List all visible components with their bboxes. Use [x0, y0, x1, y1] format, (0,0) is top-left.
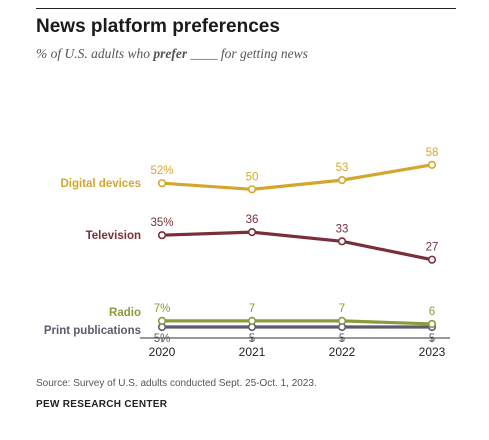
- source-note: Source: Survey of U.S. adults conducted …: [36, 378, 317, 389]
- data-point: [247, 316, 257, 325]
- data-label: 5: [339, 333, 345, 345]
- data-point: [247, 228, 257, 237]
- data-label: 33: [336, 223, 349, 235]
- x-tick-label: 2023: [419, 345, 446, 359]
- data-label: 6: [429, 306, 435, 318]
- series-name-label: Print publications: [44, 325, 141, 337]
- data-label: 7%: [154, 303, 171, 315]
- data-label: 36: [246, 214, 259, 226]
- data-label: 5: [249, 333, 255, 345]
- top-rule: [36, 8, 456, 9]
- data-label: 35%: [150, 217, 173, 229]
- series-name-label: Television: [86, 230, 141, 242]
- data-label: 7: [249, 303, 255, 315]
- data-point: [427, 319, 437, 329]
- data-label: 50: [246, 171, 259, 183]
- subtitle-post: ____ for getting news: [187, 46, 308, 61]
- x-tick-label: 2021: [239, 345, 266, 359]
- data-label: 7: [339, 303, 345, 315]
- data-label: 5%: [154, 333, 171, 345]
- data-point: [337, 176, 347, 185]
- series-line-television: [160, 230, 434, 262]
- data-point: [337, 316, 347, 325]
- org-credit: PEW RESEARCH CENTER: [36, 399, 168, 410]
- data-point: [337, 237, 347, 246]
- data-point: [157, 231, 167, 240]
- chart-title: News platform preferences: [36, 16, 280, 37]
- data-label: 27: [426, 242, 439, 254]
- data-label: 58: [426, 147, 439, 159]
- series-name-label: Digital devices: [60, 178, 141, 190]
- data-label: 53: [336, 162, 349, 174]
- series-name-label: Radio: [109, 307, 141, 319]
- data-label: 5: [429, 333, 435, 345]
- subtitle-bold: prefer: [153, 46, 188, 61]
- data-label: 52%: [150, 165, 173, 177]
- data-point: [427, 160, 437, 169]
- series-line-digital-devices: [160, 163, 434, 191]
- chart-subtitle: % of U.S. adults who prefer ____ for get…: [36, 46, 308, 62]
- data-point: [247, 185, 257, 194]
- x-tick-label: 2022: [329, 345, 356, 359]
- subtitle-pre: % of U.S. adults who: [36, 46, 154, 61]
- series-line-radio: [160, 319, 434, 326]
- data-point: [157, 179, 167, 188]
- data-point: [427, 255, 437, 264]
- data-point: [157, 316, 167, 325]
- x-tick-label: 2020: [149, 345, 176, 359]
